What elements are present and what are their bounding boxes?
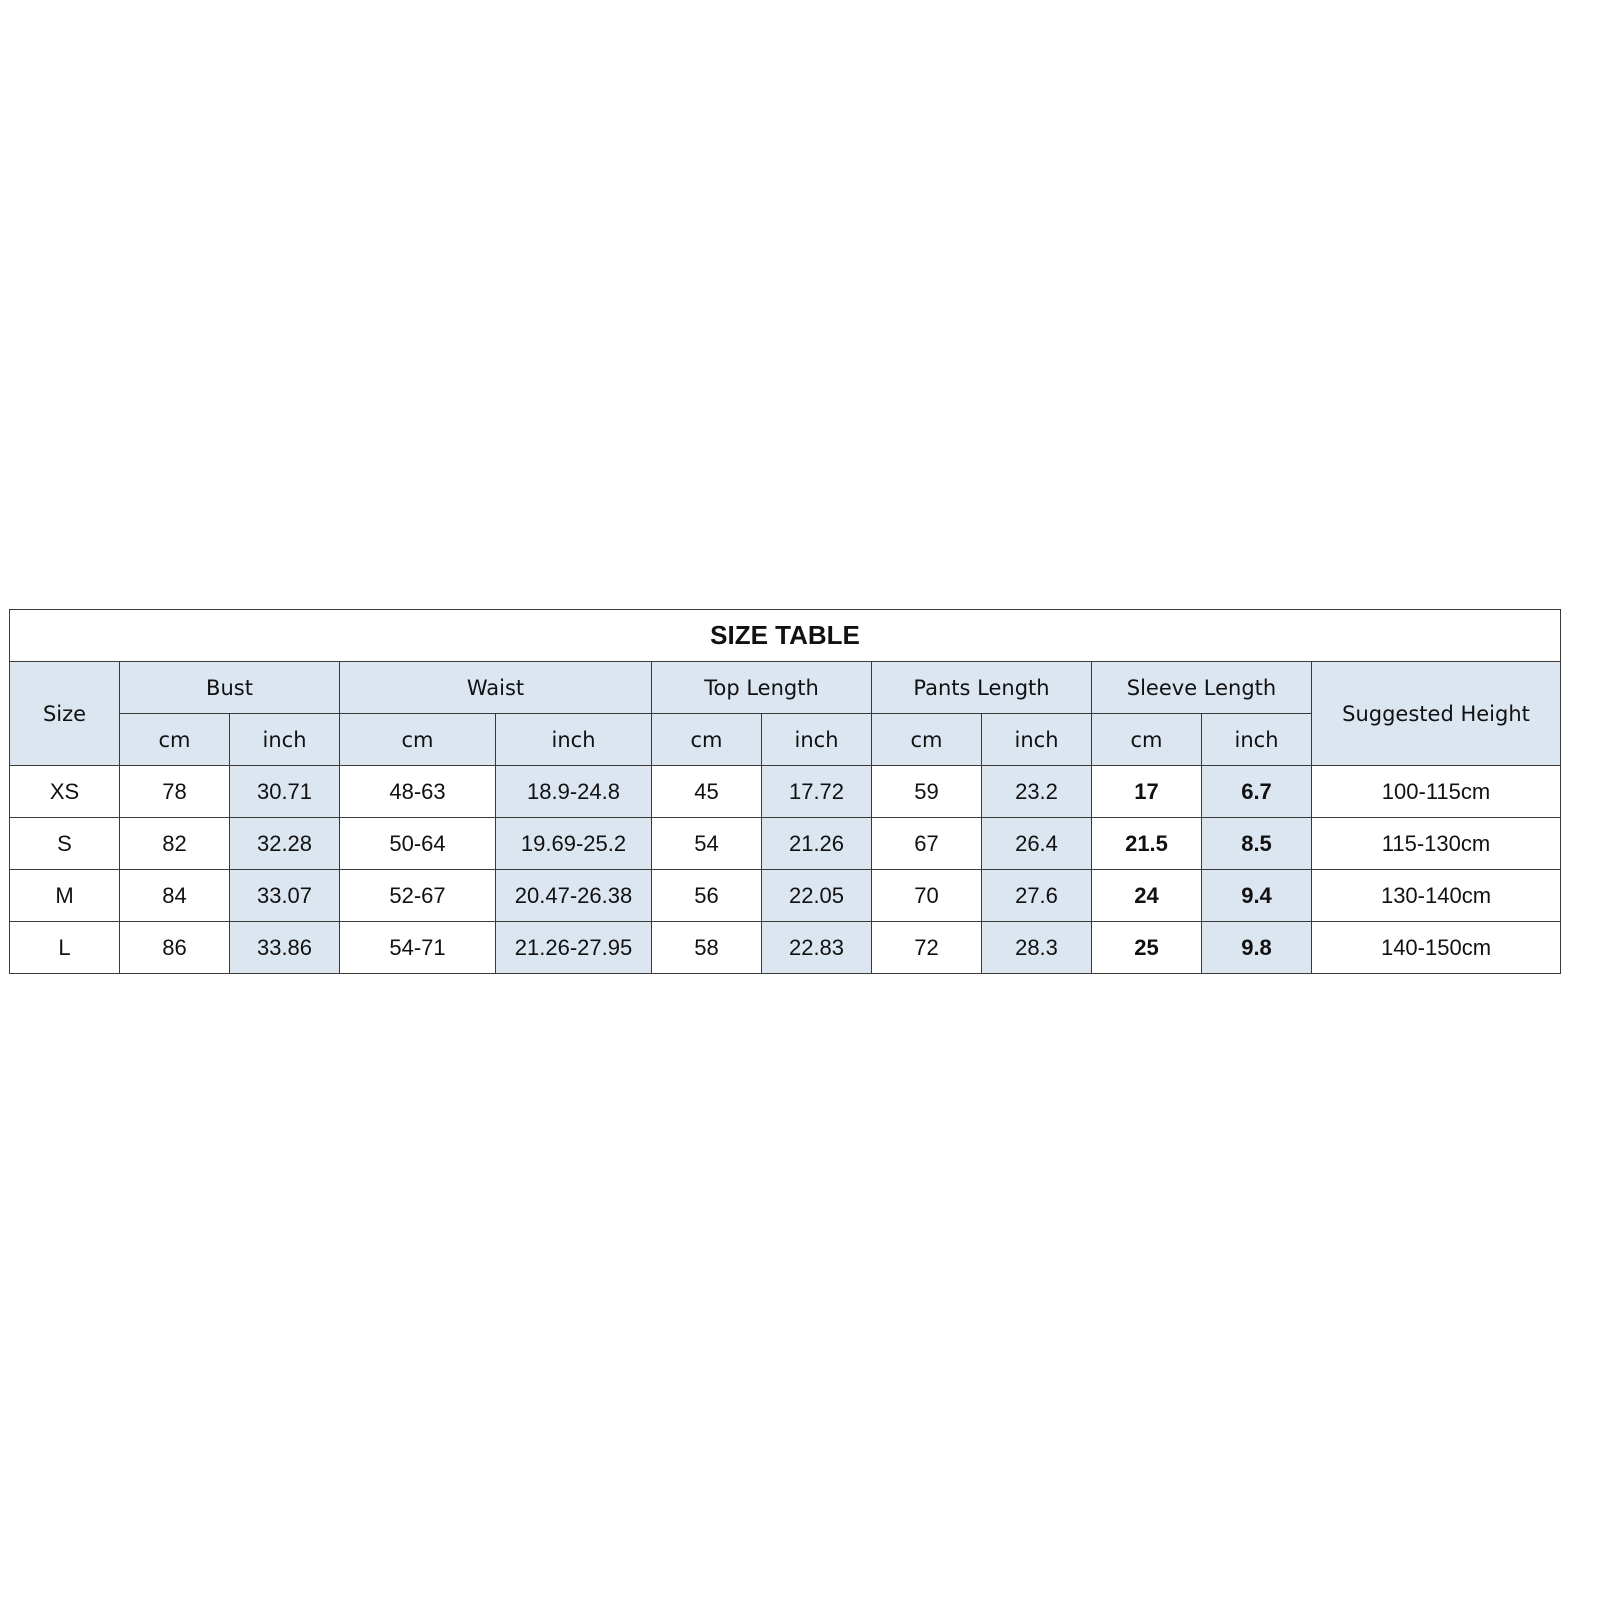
header-unit: cm — [1091, 713, 1202, 766]
header-unit: inch — [1201, 713, 1312, 766]
table-cell: 17.72 — [761, 765, 872, 818]
table-cell: 50-64 — [339, 817, 496, 870]
size-cell: S — [9, 817, 120, 870]
header-waist: Waist — [339, 661, 652, 714]
header-unit: inch — [495, 713, 652, 766]
table-cell: 21.26-27.95 — [495, 921, 652, 974]
header-bust: Bust — [119, 661, 340, 714]
table-cell: 8.5 — [1201, 817, 1312, 870]
header-unit: cm — [651, 713, 762, 766]
table-cell: 72 — [871, 921, 982, 974]
table-cell: 56 — [651, 869, 762, 922]
header-unit: cm — [339, 713, 496, 766]
table-row: L 86 33.86 54-71 21.26-27.95 58 22.83 72 28.3 25 9… — [9, 921, 1561, 974]
table-cell: 54-71 — [339, 921, 496, 974]
table-cell: 58 — [651, 921, 762, 974]
header-size: Size — [9, 661, 120, 766]
table-cell: 19.69-25.2 — [495, 817, 652, 870]
table-cell: 27.6 — [981, 869, 1092, 922]
table-cell: 67 — [871, 817, 982, 870]
size-cell: L — [9, 921, 120, 974]
header-unit: inch — [761, 713, 872, 766]
table-cell: 100-115cm — [1311, 765, 1561, 818]
header-pants-length: Pants Length — [871, 661, 1092, 714]
table-cell: 28.3 — [981, 921, 1092, 974]
header-row-groups: Size Bust Waist Top Length Pants Length … — [9, 661, 1561, 766]
table-cell: 9.8 — [1201, 921, 1312, 974]
header-sleeve-length: Sleeve Length — [1091, 661, 1312, 714]
table-cell: 18.9-24.8 — [495, 765, 652, 818]
table-cell: 115-130cm — [1311, 817, 1561, 870]
table-cell: 21.26 — [761, 817, 872, 870]
header-suggested-height: Suggested Height — [1311, 661, 1561, 766]
table-cell: 30.71 — [229, 765, 340, 818]
table-row: XS 78 30.71 48-63 18.9-24.8 45 17.72 59 23.2 17 6.… — [9, 765, 1561, 818]
table-cell: 130-140cm — [1311, 869, 1561, 922]
table-cell: 59 — [871, 765, 982, 818]
size-cell: XS — [9, 765, 120, 818]
header-unit: cm — [871, 713, 982, 766]
table-cell: 86 — [119, 921, 230, 974]
table-cell: 45 — [651, 765, 762, 818]
table-row: S 82 32.28 50-64 19.69-25.2 54 21.26 67 26.4 21.5… — [9, 817, 1561, 870]
table-cell: 84 — [119, 869, 230, 922]
table-row: M 84 33.07 52-67 20.47-26.38 56 22.05 70 27.6 24 9… — [9, 869, 1561, 922]
table-cell: 82 — [119, 817, 230, 870]
table-cell: 25 — [1091, 921, 1202, 974]
table-cell: 140-150cm — [1311, 921, 1561, 974]
table-cell: 48-63 — [339, 765, 496, 818]
table-cell: 33.86 — [229, 921, 340, 974]
header-unit: inch — [229, 713, 340, 766]
table-cell: 23.2 — [981, 765, 1092, 818]
size-table: SIZE TABLE Size Bust Waist Top Length Pa… — [9, 609, 1561, 974]
header-unit: inch — [981, 713, 1092, 766]
table-cell: 6.7 — [1201, 765, 1312, 818]
table-cell: 20.47-26.38 — [495, 869, 652, 922]
table-cell: 26.4 — [981, 817, 1092, 870]
size-cell: M — [9, 869, 120, 922]
table-cell: 33.07 — [229, 869, 340, 922]
table-cell: 70 — [871, 869, 982, 922]
table-cell: 9.4 — [1201, 869, 1312, 922]
table-cell: 24 — [1091, 869, 1202, 922]
table-cell: 17 — [1091, 765, 1202, 818]
table-cell: 52-67 — [339, 869, 496, 922]
table-cell: 22.05 — [761, 869, 872, 922]
title-row: SIZE TABLE — [9, 609, 1561, 662]
table-cell: 21.5 — [1091, 817, 1202, 870]
table-title: SIZE TABLE — [9, 609, 1561, 662]
header-top-length: Top Length — [651, 661, 872, 714]
header-row-units: cm inch cm inch cm inch cm inch cm inch — [10, 713, 1561, 766]
table-cell: 32.28 — [229, 817, 340, 870]
table-cell: 78 — [119, 765, 230, 818]
table-cell: 22.83 — [761, 921, 872, 974]
header-unit: cm — [119, 713, 230, 766]
table-cell: 54 — [651, 817, 762, 870]
